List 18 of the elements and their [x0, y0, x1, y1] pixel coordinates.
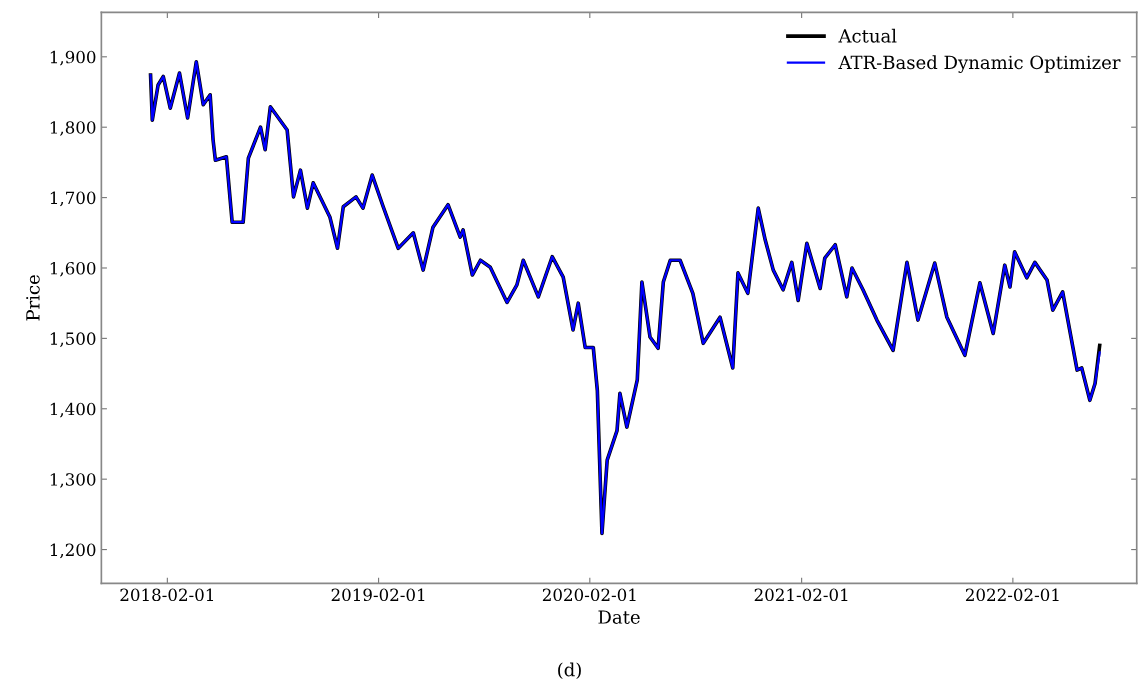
y-tick-label: 1,300: [50, 473, 96, 488]
x-tick-label: 2020-02-01: [542, 588, 636, 602]
legend-label: Actual: [838, 28, 897, 43]
y-tick-label: 1,700: [50, 191, 96, 207]
y-tick-label: 1,200: [50, 543, 96, 559]
legend-label: ATR-Based Dynamic Optimizer: [838, 55, 1121, 73]
y-tick-label: 1,500: [50, 332, 96, 347]
y-tick-label: 1,800: [50, 121, 96, 136]
x-tick-label: 2019-02-01: [331, 588, 425, 602]
x-tick-label: 2022-02-01: [965, 588, 1059, 602]
x-tick-label: 2021-02-01: [754, 588, 848, 602]
y-tick-label: 1,600: [50, 261, 96, 277]
y-tick-label: 1,400: [50, 402, 96, 418]
text: (d): [558, 662, 581, 680]
x-axis-title: Date: [598, 610, 640, 624]
y-axis-title: Price: [26, 275, 40, 321]
x-tick-label: 2018-02-01: [120, 588, 214, 602]
y-tick-label: 1,900: [50, 50, 96, 66]
